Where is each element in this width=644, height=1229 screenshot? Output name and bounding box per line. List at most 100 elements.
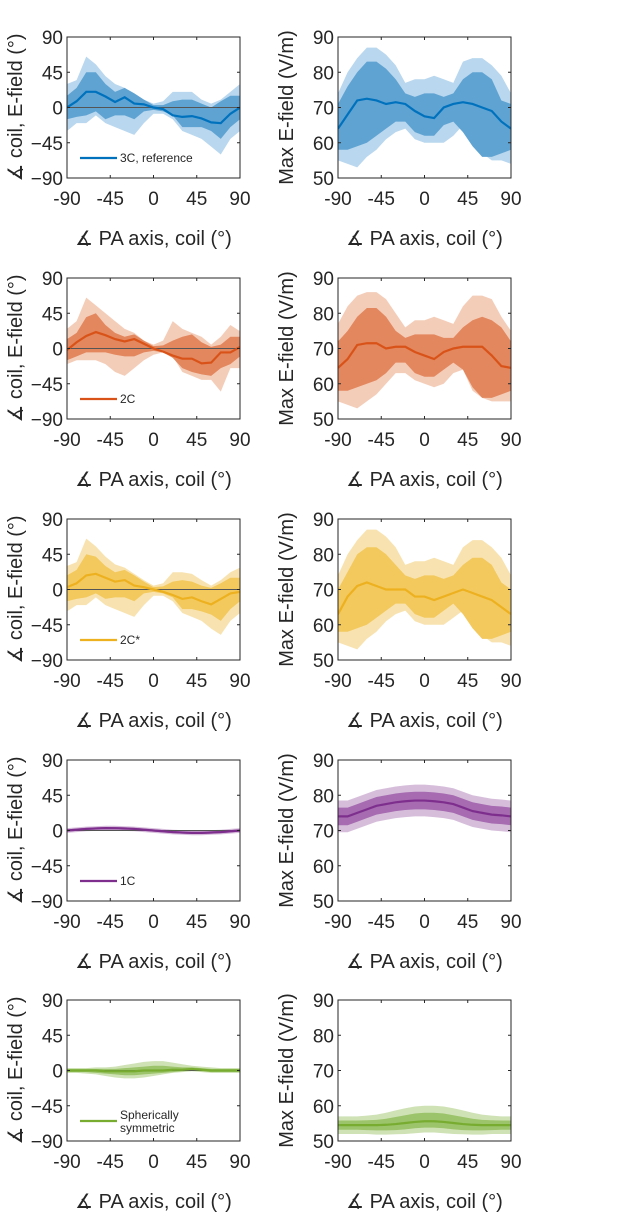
x-tick-label: -90 [324, 1152, 351, 1173]
x-tick-label: 90 [229, 1152, 250, 1173]
y-tick-label: −90 [31, 651, 63, 672]
y-tick-label: 50 [313, 1132, 334, 1153]
median-line [67, 827, 240, 834]
x-tick-label: 90 [229, 430, 250, 451]
axes-box [337, 759, 512, 902]
y-tick-label: 0 [52, 340, 63, 361]
y-axis-label: ∡ coil, E-field (°) [5, 515, 27, 663]
x-tick-label: -90 [53, 430, 80, 451]
x-tick-label: -45 [368, 1152, 395, 1173]
x-tick-label: 0 [419, 1152, 430, 1173]
subplot-angle-4: -90 -45 0 45 90 −90 −45 0 45 90 ∡ PA axis, coil (°… [5, 751, 251, 973]
y-axis-label: Max E-field (V/m) [276, 512, 298, 666]
x-tick-label: 0 [148, 430, 159, 451]
inner-band [338, 547, 511, 639]
y-tick-label: 45 [42, 1026, 63, 1047]
y-tick-label: 60 [313, 616, 334, 637]
x-tick-label: -90 [53, 189, 80, 210]
x-axis-label: ∡ PA axis, coil (°) [75, 710, 232, 732]
y-tick-label: 60 [313, 1097, 334, 1118]
x-tick-label: 45 [186, 1152, 207, 1173]
x-axis-label: ∡ PA axis, coil (°) [346, 1191, 503, 1213]
x-tick-label: -45 [97, 671, 124, 692]
x-tick-label: -90 [324, 671, 351, 692]
y-tick-label: 45 [42, 63, 63, 84]
y-tick-label: −90 [31, 892, 63, 913]
x-tick-label: -90 [324, 912, 351, 933]
x-tick-label: 0 [419, 430, 430, 451]
y-tick-label: 90 [42, 510, 63, 531]
x-tick-label: -45 [368, 912, 395, 933]
y-tick-label: 50 [313, 651, 334, 672]
subplot-angle-2: -90 -45 0 45 90 −90 −45 0 45 90 ∡ PA axis, coil (°… [5, 269, 251, 491]
x-tick-label: 45 [186, 430, 207, 451]
y-tick-label: 0 [52, 822, 63, 843]
x-tick-label: 45 [457, 1152, 478, 1173]
x-axis-label: ∡ PA axis, coil (°) [346, 469, 503, 491]
inner-band [67, 72, 240, 139]
y-tick-label: 90 [42, 991, 63, 1012]
y-axis-label: ∡ coil, E-field (°) [5, 33, 27, 181]
median-line [67, 572, 240, 606]
x-tick-label: 0 [148, 1152, 159, 1173]
x-tick-label: 0 [148, 189, 159, 210]
subplot-efield-4: -90 -45 0 45 90 50 60 70 80 90 ∡ PA axis, coil (°)… [276, 751, 522, 973]
y-tick-label: 90 [42, 751, 63, 772]
y-axis-label: Max E-field (V/m) [276, 993, 298, 1147]
y-tick-label: 45 [42, 545, 63, 566]
median-line [338, 1120, 511, 1127]
y-tick-label: 0 [52, 99, 63, 120]
x-axis-label: ∡ PA axis, coil (°) [75, 1191, 232, 1213]
x-tick-label: 45 [186, 912, 207, 933]
legend-label: Spherically symmetric [120, 1108, 179, 1135]
subplot-efield-1: -90 -45 0 45 90 50 60 70 80 90 ∡ PA axis, coil (°)… [276, 28, 522, 250]
median-line [338, 342, 511, 369]
y-tick-label: 45 [42, 786, 63, 807]
y-tick-label: 70 [313, 581, 334, 602]
x-tick-label: -90 [53, 1152, 80, 1173]
legend-label: 2C* [120, 633, 140, 647]
x-tick-label: -90 [53, 912, 80, 933]
y-tick-label: 70 [313, 99, 334, 120]
y-tick-label: 50 [313, 169, 334, 190]
x-tick-label: 45 [457, 912, 478, 933]
subplot-efield-3: -90 -45 0 45 90 50 60 70 80 90 ∡ PA axis, coil (°)… [276, 510, 522, 732]
x-tick-label: -90 [53, 671, 80, 692]
legend-label-line: Spherically [120, 1108, 179, 1122]
y-tick-label: 60 [313, 857, 334, 878]
y-tick-label: 70 [313, 822, 334, 843]
y-axis-label: Max E-field (V/m) [276, 753, 298, 907]
y-tick-label: −45 [31, 375, 63, 396]
x-tick-label: 45 [457, 430, 478, 451]
x-tick-label: 0 [419, 189, 430, 210]
inner-band [338, 791, 511, 826]
y-axis-label: ∡ coil, E-field (°) [5, 274, 27, 422]
x-tick-label: -45 [368, 671, 395, 692]
x-tick-label: 0 [419, 912, 430, 933]
x-tick-label: -45 [97, 189, 124, 210]
y-tick-label: 80 [313, 304, 334, 325]
y-axis-label: Max E-field (V/m) [276, 271, 298, 425]
x-tick-label: -45 [368, 189, 395, 210]
subplot-angle-5: -90 -45 0 45 90 −90 −45 0 45 90 ∡ PA axis, coil (°… [5, 991, 251, 1213]
y-tick-label: −45 [31, 1097, 63, 1118]
x-axis-label: ∡ PA axis, coil (°) [346, 710, 503, 732]
x-tick-label: 90 [229, 671, 250, 692]
y-tick-label: 90 [313, 751, 334, 772]
y-tick-label: 80 [313, 786, 334, 807]
median-line [338, 581, 511, 616]
x-tick-label: -90 [324, 189, 351, 210]
x-tick-label: 45 [457, 189, 478, 210]
x-axis-label: ∡ PA axis, coil (°) [75, 469, 232, 491]
y-tick-label: 70 [313, 1062, 334, 1083]
y-tick-label: 50 [313, 892, 334, 913]
y-tick-label: 90 [313, 269, 334, 290]
y-tick-label: 80 [313, 1026, 334, 1047]
x-tick-label: 90 [500, 1152, 521, 1173]
x-tick-label: -45 [97, 912, 124, 933]
legend-label: 2C [120, 392, 136, 406]
x-axis-label: ∡ PA axis, coil (°) [346, 228, 503, 250]
y-tick-label: −45 [31, 616, 63, 637]
y-tick-label: 70 [313, 340, 334, 361]
